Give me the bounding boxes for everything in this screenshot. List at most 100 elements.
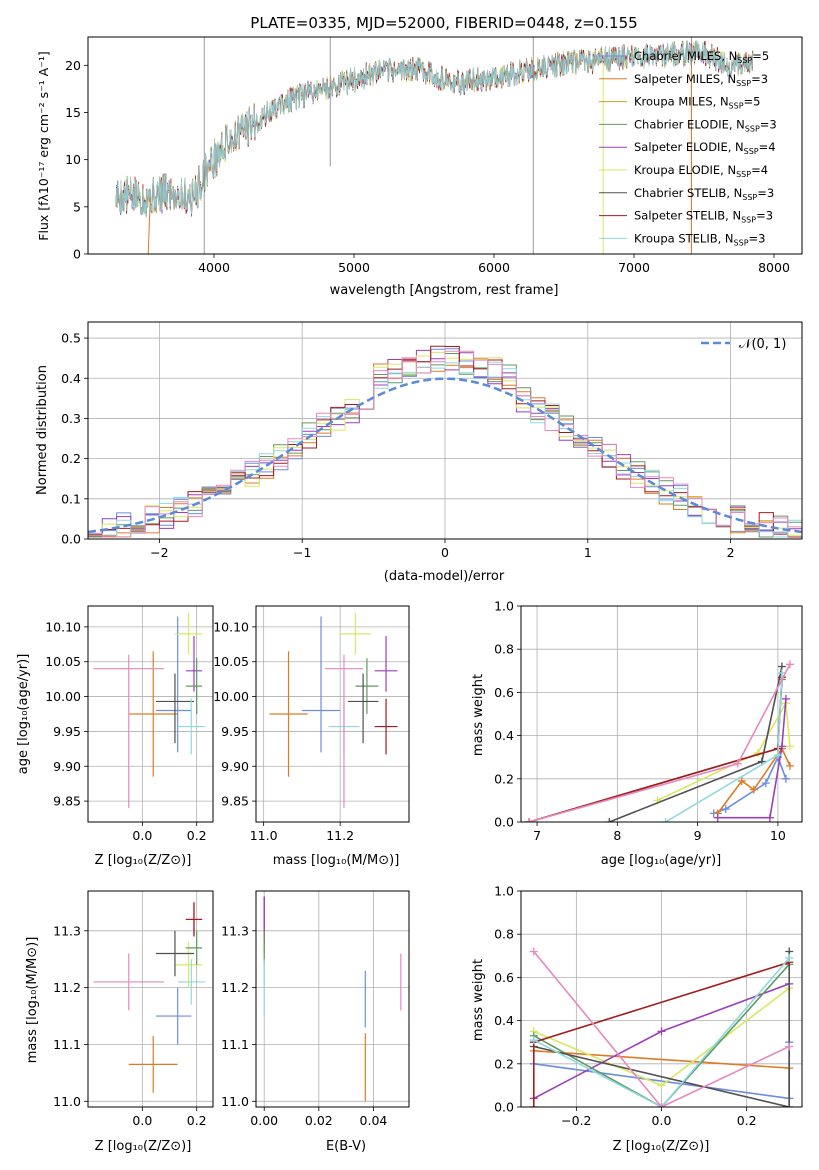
massweight-marker [781,774,790,783]
massweight-series [533,957,790,1107]
mass-vs-ebv-ytick-label: 11.0 [221,1094,249,1109]
legend-label: Salpeter ELODIE, NSSP=4 [634,140,776,156]
mass-vs-ebv-ytick-label: 11.1 [221,1037,249,1052]
spectrum-xtick-label: 6000 [478,260,510,275]
residual-histogram [88,361,802,538]
mass-vs-ebv-ytick-label: 11.3 [221,923,249,938]
age-vs-z-frame: 0.0 0.2 9.85 9.90 9.95 10.00 10.05 10.10 [45,605,214,843]
age-z-ylabel: age [log₁₀(age/yr)] [16,654,31,775]
spectrum-axes [115,37,754,254]
mass-vs-z-plot-area [93,902,205,1093]
residual-histogram [88,345,802,538]
residuals-ytick-label: 0.1 [61,491,81,506]
spectrum-spines [87,36,803,255]
spectrum-xtick-label: 5000 [338,260,370,275]
mw-vs-z-ytick-label: 0.8 [494,927,514,942]
legend-label: Chabrier STELIB, NSSP=3 [634,186,774,202]
mw-vs-age-spines [520,605,803,823]
massweight-series [533,950,790,1107]
spectrum-ytick-label: 0 [73,247,81,262]
spectrum-ytick-label: 15 [65,105,81,120]
massweight-series [533,963,790,1107]
age-vs-z-axes [88,606,213,822]
residuals-ytick-label: 0.5 [61,331,81,346]
age-vs-z-plot-area [93,612,205,809]
normal-curve [88,377,802,534]
massweight-marker [765,813,774,822]
residuals-ytick-label: 0.4 [61,371,81,386]
mass-vs-z-ytick-label: 11.2 [53,980,81,995]
spectrum-legend: Chabrier MILES, NSSP=5 Salpeter MILES, NS… [599,49,777,247]
mass-vs-ebv-xtick-label: 0.00 [250,1113,278,1128]
residuals-ytick-label: 0.2 [61,451,81,466]
mass-vs-ebv-xtick-label: 0.02 [305,1113,333,1128]
spectrum-series [115,39,754,218]
massweight-marker [753,748,762,757]
mass-ebv-xlabel: E(B-V) [326,1139,366,1154]
mw-vs-z-ytick-label: 0.4 [494,1013,514,1028]
residuals-frame: −2 −1 0 1 2 0.0 0.1 0.2 0.3 0.4 0.5 [61,321,803,560]
massweight-marker [785,742,794,751]
mass-vs-ebv-ytick-label: 11.2 [221,980,249,995]
mw-vs-age-xtick-label: 8 [613,828,621,843]
massweight-marker [785,1042,794,1051]
mass-z-xlabel: Z [log₁₀(Z/Z⊙)] [95,1139,192,1154]
age-vs-z-ytick-label: 9.95 [53,724,81,739]
massweight-marker [781,694,790,703]
massweight-series [533,951,791,1107]
age-vs-mass-ytick-label: 9.90 [221,759,249,774]
mass-vs-ebv-plot-area [263,896,402,1102]
mass-vs-z-ytick-label: 11.0 [53,1094,81,1109]
massweight-marker [529,1103,538,1107]
spectrum-xtick-label: 8000 [758,260,790,275]
mw-vs-z-grid [521,890,802,1108]
mw-z-ylabel: mass weight [471,959,486,1041]
massweight-series [528,663,791,822]
age-vs-z-ytick-label: 10.00 [45,689,81,704]
mw-vs-z-plot-area [529,947,794,1107]
massweight-marker [777,742,786,751]
massweight-marker [785,1103,794,1107]
massweight-marker [749,785,758,794]
age-vs-z-ytick-label: 9.85 [53,794,81,809]
mw-vs-age-grid [521,605,802,823]
residuals-plot-area [88,345,802,538]
age-vs-z-spines [87,605,214,823]
age-vs-mass-xtick-label: 11.2 [326,828,354,843]
mw-vs-age-xtick-label: 9 [694,828,702,843]
residuals-ytick-label: 0.0 [61,532,81,547]
residual-histogram [88,350,802,538]
mass-vs-z-xtick-label: 0.0 [132,1113,152,1128]
massweight-series [657,700,791,802]
spectrum-frame: 4000 5000 6000 7000 8000 0 5 10 15 20 [65,36,803,275]
massweight-marker [657,1027,666,1036]
age-vs-mass-plot-area [269,612,398,809]
residuals-axes [88,322,802,540]
age-mass-xlabel: mass [log₁₀(M/M⊙)] [273,853,400,868]
age-vs-mass-frame: 11.0 11.2 9.85 9.90 9.95 10.00 10.05 10.10 [213,605,410,843]
residuals-xtick-label: −2 [150,545,168,560]
massweight-marker [761,779,770,788]
mass-vs-ebv-xtick-label: 0.04 [360,1113,388,1128]
mw-vs-z-axes [521,890,802,1108]
mass-vs-z-axes [88,891,213,1107]
massweight-marker [721,805,730,814]
mw-vs-age-ytick-label: 0.6 [494,685,514,700]
legend-label: Chabrier MILES, NSSP=5 [634,49,769,65]
mw-vs-age-ytick-label: 0.0 [494,815,514,830]
massweight-marker [785,660,794,669]
mass-vs-z-xtick-label: 0.2 [187,1113,207,1128]
mass-vs-z-frame: 0.0 0.2 11.0 11.1 11.2 11.3 [53,890,214,1128]
residuals-ylabel: Normed distribution [35,365,50,495]
mw-vs-age-plot-area [525,660,794,822]
spectrum-xtick-label: 4000 [198,260,230,275]
age-z-xlabel: Z [log₁₀(Z/Z⊙)] [95,853,192,868]
massweight-marker [657,1103,666,1107]
age-vs-z-ytick-label: 10.10 [45,619,81,634]
mass-vs-z-ytick-label: 11.3 [53,923,81,938]
age-vs-z-ytick-label: 9.90 [53,759,81,774]
mw-vs-age-ytick-label: 1.0 [494,599,514,614]
mw-vs-age-ytick-label: 0.2 [494,771,514,786]
massweight-marker [785,953,794,962]
mw-vs-z-frame: −0.2 0.0 0.2 0.0 0.2 0.4 0.6 0.8 1.0 [494,884,803,1128]
